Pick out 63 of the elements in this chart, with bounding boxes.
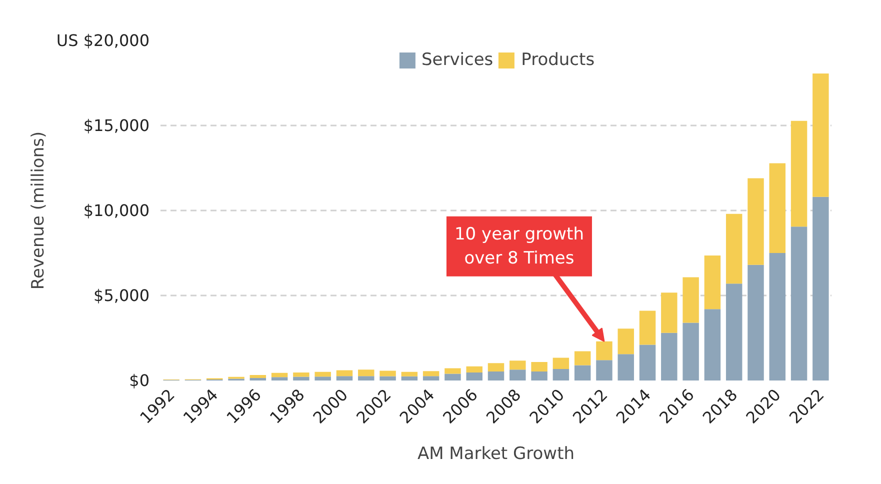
bar [661,292,678,333]
bar [510,360,526,370]
bar [552,358,570,369]
bar [790,120,808,227]
bar [422,376,440,380]
y-tick-label: $10,000 [83,201,150,220]
bar [531,362,548,372]
bar [769,163,786,253]
bar [726,284,742,380]
bar [271,377,288,380]
bar [726,214,742,284]
bar [618,328,634,354]
bar [769,253,786,380]
bar [596,360,612,380]
y-tick-label: $15,000 [83,116,150,135]
bar [314,372,331,377]
bar [488,371,504,380]
legend-label: Products [521,50,595,70]
bar [748,264,764,380]
bar [552,368,570,380]
bar [488,363,504,372]
bar [358,370,374,376]
bar [661,332,678,380]
bar [358,376,374,380]
bar [510,370,526,380]
bar [531,371,548,380]
bar [422,371,440,376]
bar [639,344,656,380]
bar [704,309,721,380]
bar [790,226,808,380]
annotation: 10 year growth over 8 Times [454,224,584,268]
bar [748,178,764,265]
bar [812,196,829,380]
bar [250,378,266,380]
y-axis-title: Revenue (millions) [28,131,48,290]
bar [574,351,591,366]
bar [444,374,461,380]
bar [682,277,699,323]
bar [466,372,482,380]
bar [574,365,591,380]
bar [401,376,418,380]
bar [618,354,634,380]
bar [401,372,418,376]
bar [314,376,331,380]
bar [250,375,266,378]
y-tick-label: $0 [129,371,150,390]
bar [444,368,461,374]
bar [812,73,829,197]
y-tick-label: US $20,000 [56,31,150,50]
bar [704,256,721,310]
bar [336,376,353,380]
bar [639,310,656,345]
bar [293,376,310,380]
bar [380,376,396,380]
y-tick-label: $5,000 [94,286,150,305]
bar [336,370,353,376]
bar [466,366,482,373]
bar [271,372,288,378]
bar [682,322,699,380]
legend-label: Services [421,50,494,70]
bar [380,370,396,376]
bar [293,372,310,377]
x-axis-title: AM Market Growth [417,444,575,464]
